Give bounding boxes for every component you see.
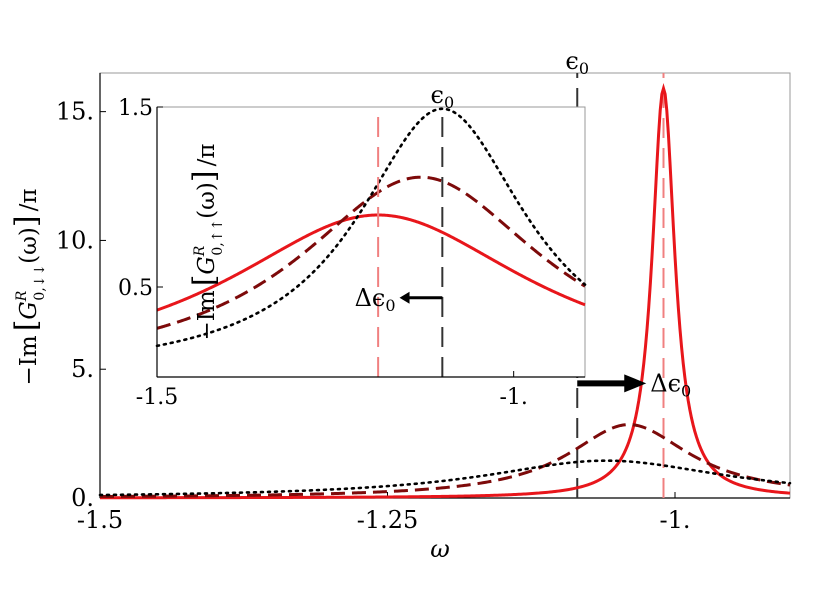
main-chart: -1.5 -1.25 -1. ω 0. 5. 10. 15. −Im[GR 0,↓↓(ω)]…	[9, 47, 792, 563]
main-y-axis-label: −Im[GR 0,↓↓(ω)]/π	[9, 189, 48, 386]
inset-y-axis: 0.5 1.5 −Im[GR 0,↑↑(ω)]/π	[118, 96, 226, 377]
main-y-tick-label: 5.	[71, 355, 94, 383]
inset-series-dotted-line	[155, 107, 587, 348]
inset-x-tick-label: -1.	[499, 385, 527, 410]
main-y-tick-label: 10.	[56, 226, 94, 254]
main-vline-label: ϵ0	[565, 47, 589, 78]
main-x-axis: -1.5 -1.25 -1. ω	[77, 492, 790, 563]
main-series-dotted-line	[98, 459, 792, 497]
main-series-solid-line	[100, 82, 791, 500]
main-y-axis: 0. 5. 10. 15. −Im[GR 0,↓↓(ω)]/π	[9, 73, 106, 512]
main-x-tick-label: -1.5	[77, 506, 123, 534]
inset-x-axis: -1.5 -1.	[136, 371, 585, 410]
main-series-dashed-line	[99, 423, 791, 499]
inset-series-dashed-line	[156, 175, 586, 330]
inset-y-axis-label: −Im[GR 0,↑↑(ω)]/π	[187, 144, 226, 341]
inset-delta-arrow-head	[399, 291, 410, 304]
inset-background	[157, 107, 585, 377]
inset-chart: ϵ0 -1.5 -1. 0.51.5 −Im[GR 0,↑↑(ω)]/π Δϵ0	[118, 81, 587, 410]
inset-series-solid-line	[156, 213, 586, 312]
main-x-axis-label: ω	[430, 535, 450, 563]
main-y-tick-label: 15.	[56, 98, 94, 126]
main-x-tick-label: -1.	[659, 506, 690, 534]
inset-y-tick-label: 0.5	[118, 276, 153, 301]
inset-vline-label: ϵ0	[431, 81, 455, 112]
main-y-tick-label: 0.	[71, 484, 94, 512]
main-x-tick-label: -1.25	[357, 506, 419, 534]
inset-y-tick-label: 1.5	[118, 96, 153, 121]
main-delta-arrow-head	[624, 374, 647, 393]
inset-x-tick-label: -1.5	[136, 385, 178, 410]
